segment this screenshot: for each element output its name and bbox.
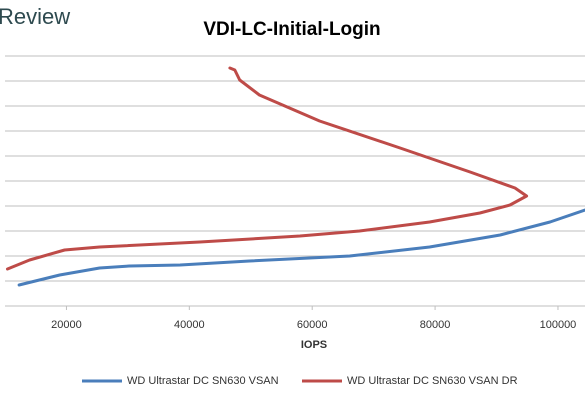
brand: Review <box>0 4 70 29</box>
legend-label: WD Ultrastar DC SN630 VSAN DR <box>347 375 518 387</box>
series-line <box>17 208 585 287</box>
x-tick-label: 80000 <box>420 319 451 331</box>
legend-label: WD Ultrastar DC SN630 VSAN <box>127 375 279 387</box>
x-tick-label: 40000 <box>174 319 205 331</box>
x-tick-label: 20000 <box>51 319 82 331</box>
series-line <box>6 66 529 271</box>
x-axis-label: IOPS <box>301 339 327 351</box>
x-tick-label: 60000 <box>297 319 328 331</box>
x-tick-label: 100000 <box>540 319 577 331</box>
chart-title: VDI-LC-Initial-Login <box>203 19 380 40</box>
